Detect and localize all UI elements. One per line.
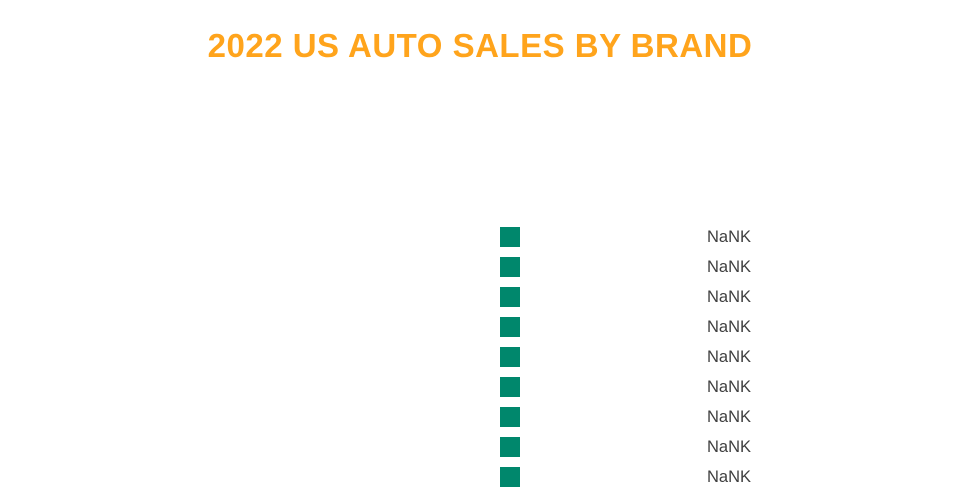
bar-row: NaNK [0, 407, 960, 437]
bar-swatch [500, 377, 520, 397]
bar-value-label: NaNK [707, 318, 752, 336]
bar-row: NaNK [0, 287, 960, 317]
bar-value-label: NaNK [707, 408, 752, 426]
bar-row: NaNK [0, 377, 960, 407]
bar-value-label: NaNK [707, 438, 752, 456]
bar-swatch [500, 227, 520, 247]
bar-value-label: NaNK [707, 288, 752, 306]
bar-swatch [500, 317, 520, 337]
bar-value-label: NaNK [707, 468, 752, 486]
bar-value-label: NaNK [707, 228, 752, 246]
bar-value-label: NaNK [707, 378, 752, 396]
bar-swatch [500, 467, 520, 487]
bar-value-label: NaNK [707, 348, 752, 366]
bar-row: NaNK [0, 227, 960, 257]
bar-swatch [500, 257, 520, 277]
bar-rows-container: NaNK NaNK NaNK NaNK NaNK NaNK NaNK [0, 227, 960, 497]
bar-value-label: NaNK [707, 258, 752, 276]
bar-swatch [500, 287, 520, 307]
bar-swatch [500, 347, 520, 367]
bar-swatch [500, 437, 520, 457]
bar-row: NaNK [0, 437, 960, 467]
chart-title: 2022 US AUTO SALES BY BRAND [207, 27, 753, 64]
bar-row: NaNK [0, 257, 960, 287]
bar-swatch [500, 407, 520, 427]
bar-row: NaNK [0, 467, 960, 497]
bar-row: NaNK [0, 347, 960, 377]
bar-row: NaNK [0, 317, 960, 347]
